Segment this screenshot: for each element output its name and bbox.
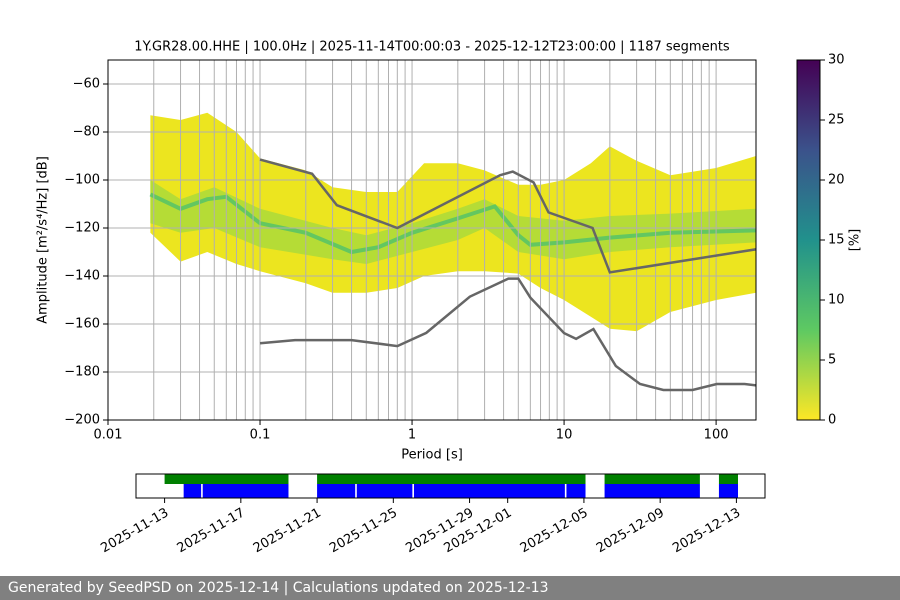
chart-title: 1Y.GR28.00.HHE | 100.0Hz | 2025-11-14T00… xyxy=(134,40,730,55)
timeline-tick-label: 2025-11-17 xyxy=(175,506,248,557)
timeline-frame xyxy=(135,473,766,499)
colorbar-tick-label: 20 xyxy=(828,173,845,188)
colorbar-tick-label: 0 xyxy=(828,413,836,428)
y-tick-label: −100 xyxy=(64,173,100,188)
x-tick-label: 100 xyxy=(704,428,729,443)
y-tick-label: −180 xyxy=(64,365,100,380)
timeline-interval xyxy=(183,484,202,498)
timeline-tick-label: 2025-12-13 xyxy=(670,506,743,557)
timeline-interval xyxy=(164,474,289,484)
timeline-tick-label: 2025-11-21 xyxy=(251,506,324,557)
footer: Generated by SeedPSD on 2025-12-14 | Cal… xyxy=(0,576,900,600)
timeline-interval xyxy=(718,484,738,498)
timeline-interval xyxy=(413,484,565,498)
timeline-interval xyxy=(356,484,413,498)
timeline-tick-label: 2025-11-25 xyxy=(327,506,400,557)
y-tick-label: −160 xyxy=(64,317,100,332)
y-tick-label: −60 xyxy=(73,77,100,92)
chart: 1Y.GR28.00.HHE | 100.0Hz | 2025-11-14T00… xyxy=(36,40,863,557)
y-tick-label: −80 xyxy=(73,125,100,140)
noise-models xyxy=(259,158,756,392)
x-tick-label: 10 xyxy=(556,428,573,443)
noise-model-line xyxy=(259,277,756,392)
timeline-interval xyxy=(604,484,700,498)
x-tick-label: 0.1 xyxy=(250,428,271,443)
colorbar-tick-label: 25 xyxy=(828,113,845,128)
timeline-interval xyxy=(566,484,586,498)
timeline-interval xyxy=(317,474,586,484)
plot-area xyxy=(149,112,756,332)
x-tick-label: 1 xyxy=(408,428,416,443)
x-axis-label: Period [s] xyxy=(401,448,463,463)
timeline-tick-label: 2025-12-09 xyxy=(594,506,667,557)
timeline-interval xyxy=(718,474,738,484)
x-tick-label: 0.01 xyxy=(94,428,123,443)
timeline-tick-label: 2025-12-05 xyxy=(518,506,591,557)
colorbar-label: [%] xyxy=(848,229,863,252)
timeline-interval xyxy=(317,484,356,498)
y-tick-label: −140 xyxy=(64,269,100,284)
y-tick-label: −200 xyxy=(64,413,100,428)
timeline-tick-label: 2025-11-13 xyxy=(98,506,171,557)
colorbar-tick-label: 10 xyxy=(828,293,845,308)
axes-frame xyxy=(107,59,757,421)
colorbar-tick-label: 30 xyxy=(828,53,845,68)
density-band xyxy=(150,180,756,264)
y-tick-label: −120 xyxy=(64,221,100,236)
colorbar-tick-label: 5 xyxy=(828,353,836,368)
colorbar-tick-label: 15 xyxy=(828,233,845,248)
y-axis-label: Amplitude [m²/s⁴/Hz] [dB] xyxy=(36,156,51,324)
timeline-interval xyxy=(604,474,700,484)
noise-model-line xyxy=(259,158,756,274)
colorbar xyxy=(796,59,821,421)
timeline-interval xyxy=(202,484,289,498)
